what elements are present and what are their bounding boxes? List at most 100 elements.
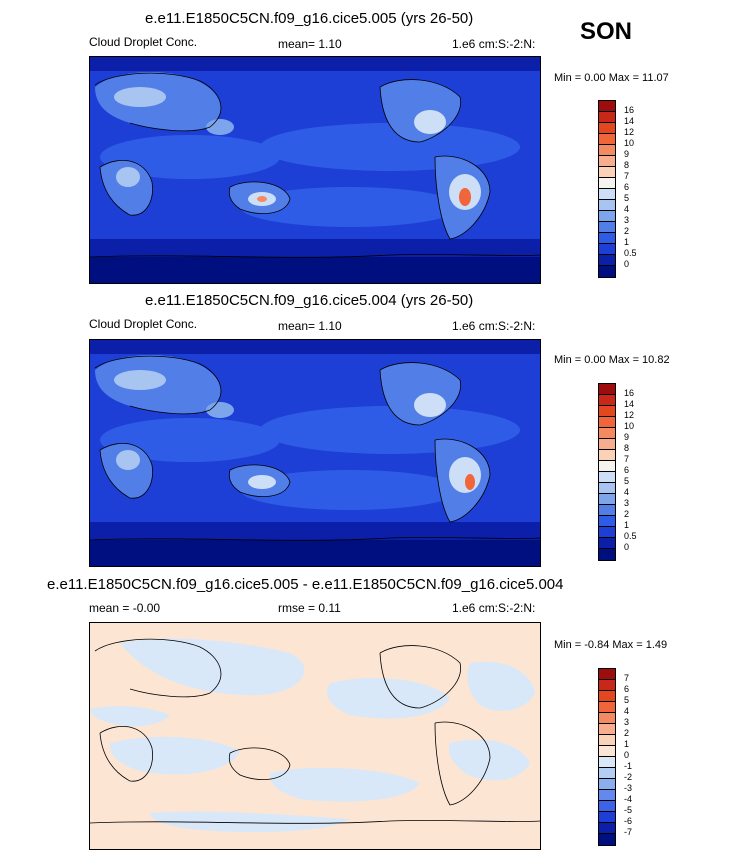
colorbar-segment [599, 823, 615, 834]
colorbar-tick-label: 4 [624, 487, 630, 497]
panel-1-colorbar [598, 100, 616, 278]
colorbar-tick-label: 6 [624, 465, 630, 475]
panel-1-units-label: 1.e6 cm:S:-2:N: [452, 37, 536, 51]
panel-1-map-canvas [90, 57, 540, 283]
colorbar-tick-label: 14 [624, 399, 635, 409]
colorbar-segment [599, 527, 615, 538]
panel-3-rmse-label: rmse = 0.11 [278, 601, 341, 615]
colorbar-segment [599, 834, 615, 845]
colorbar-tick-label: -5 [624, 805, 633, 815]
colorbar-segment [599, 702, 615, 713]
colorbar-tick-label: 0 [624, 259, 630, 269]
colorbar-tick-label: 16 [624, 105, 635, 115]
colorbar-segment [599, 101, 615, 112]
colorbar-segment [599, 406, 615, 417]
colorbar-segment [599, 472, 615, 483]
panel-3-colorbar [598, 668, 616, 846]
colorbar-tick-label: 2 [624, 226, 630, 236]
colorbar-tick-label: 8 [624, 160, 630, 170]
panel-2-units-label: 1.e6 cm:S:-2:N: [452, 319, 536, 333]
colorbar-tick-label: 12 [624, 410, 635, 420]
colorbar-segment [599, 189, 615, 200]
colorbar-segment [599, 549, 615, 560]
colorbar-segment [599, 505, 615, 516]
colorbar-tick-label: 16 [624, 388, 635, 398]
colorbar-tick-label: 9 [624, 432, 630, 442]
colorbar-tick-label: 2 [624, 509, 630, 519]
colorbar-segment [599, 178, 615, 189]
colorbar-segment [599, 538, 615, 549]
colorbar-tick-label: 8 [624, 443, 630, 453]
colorbar-segment [599, 222, 615, 233]
panel-2-colorbar [598, 383, 616, 561]
colorbar-tick-label: 7 [624, 171, 630, 181]
colorbar-segment [599, 384, 615, 395]
panel-1-mean-label: mean= 1.10 [278, 37, 342, 51]
colorbar-tick-label: -2 [624, 772, 633, 782]
colorbar-segment [599, 123, 615, 134]
colorbar-segment [599, 724, 615, 735]
panel-1-map [89, 56, 541, 284]
colorbar-segment [599, 735, 615, 746]
colorbar-segment [599, 669, 615, 680]
colorbar-tick-label: 4 [624, 706, 630, 716]
colorbar-tick-label: -4 [624, 794, 633, 804]
colorbar-segment [599, 691, 615, 702]
colorbar-tick-label: 0.5 [624, 248, 637, 258]
panel-2-title: e.e11.E1850C5CN.f09_g16.cice5.004 (yrs 2… [145, 292, 474, 309]
colorbar-segment [599, 167, 615, 178]
colorbar-segment [599, 757, 615, 768]
panel-3-units-label: 1.e6 cm:S:-2:N: [452, 601, 536, 615]
colorbar-tick-label: 10 [624, 138, 635, 148]
panel-3-mean-label: mean = -0.00 [89, 601, 161, 615]
colorbar-tick-label: 2 [624, 728, 630, 738]
colorbar-segment [599, 395, 615, 406]
colorbar-tick-label: 1 [624, 520, 630, 530]
colorbar-segment [599, 713, 615, 724]
colorbar-tick-label: 7 [624, 673, 630, 683]
colorbar-tick-label: 0.5 [624, 531, 637, 541]
colorbar-segment [599, 746, 615, 757]
colorbar-tick-label: 1 [624, 237, 630, 247]
colorbar-segment [599, 244, 615, 255]
panel-3-map-canvas [90, 623, 540, 849]
colorbar-tick-label: -7 [624, 827, 633, 837]
panel-3-minmax: Min = -0.84 Max = 1.49 [554, 639, 668, 651]
colorbar-segment [599, 233, 615, 244]
panel-2-minmax: Min = 0.00 Max = 10.82 [554, 354, 670, 366]
colorbar-segment [599, 768, 615, 779]
panel-1-minmax: Min = 0.00 Max = 11.07 [554, 72, 669, 84]
colorbar-tick-label: 9 [624, 149, 630, 159]
panel-2-mean-label: mean= 1.10 [278, 319, 342, 333]
colorbar-segment [599, 494, 615, 505]
colorbar-tick-label: -6 [624, 816, 633, 826]
colorbar-segment [599, 211, 615, 222]
panel-2-map [89, 339, 541, 567]
colorbar-segment [599, 790, 615, 801]
colorbar-tick-label: 1 [624, 739, 630, 749]
panel-3-title: e.e11.E1850C5CN.f09_g16.cice5.005 - e.e1… [47, 576, 564, 593]
colorbar-segment [599, 801, 615, 812]
colorbar-segment [599, 156, 615, 167]
colorbar-tick-label: 3 [624, 717, 630, 727]
colorbar-tick-label: 14 [624, 116, 635, 126]
colorbar-tick-label: 0 [624, 542, 630, 552]
colorbar-tick-label: 12 [624, 127, 635, 137]
colorbar-tick-label: 3 [624, 215, 630, 225]
colorbar-segment [599, 516, 615, 527]
colorbar-tick-label: 0 [624, 750, 630, 760]
panel-2-map-canvas [90, 340, 540, 566]
colorbar-segment [599, 134, 615, 145]
season-label: SON [580, 18, 633, 45]
colorbar-tick-label: 7 [624, 454, 630, 464]
colorbar-segment [599, 255, 615, 266]
panel-1-variable-label: Cloud Droplet Conc. [89, 35, 198, 49]
colorbar-segment [599, 200, 615, 211]
colorbar-tick-label: 5 [624, 476, 630, 486]
colorbar-segment [599, 450, 615, 461]
panel-2-variable-label: Cloud Droplet Conc. [89, 317, 198, 331]
colorbar-segment [599, 461, 615, 472]
colorbar-segment [599, 439, 615, 450]
panel-1-title: e.e11.E1850C5CN.f09_g16.cice5.005 (yrs 2… [145, 10, 474, 27]
colorbar-segment [599, 812, 615, 823]
